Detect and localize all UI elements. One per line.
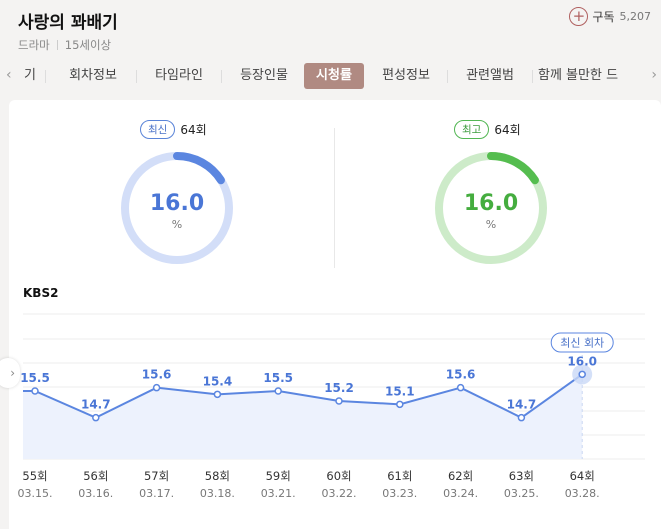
subscribe-button[interactable]: + 구독 5,207 xyxy=(569,7,651,26)
latest-rating-unit: % xyxy=(171,218,183,231)
highest-rating-label: 최고 64회 xyxy=(454,120,521,139)
latest-badge: 최신 xyxy=(140,120,176,139)
tab-partial[interactable]: 기 xyxy=(24,68,36,83)
x-date-label: 03.23. xyxy=(382,487,417,500)
tab-divider xyxy=(45,70,46,83)
x-date-label: 03.18. xyxy=(200,487,235,500)
data-label: 15.6 xyxy=(446,368,476,382)
data-label: 15.4 xyxy=(203,374,233,388)
program-header: 사랑의 꽈배기 드라마 15세이상 + 구독 5,207 xyxy=(0,0,661,60)
data-point xyxy=(31,387,39,395)
data-point xyxy=(335,397,343,405)
x-tick-label: 63회 xyxy=(509,469,534,483)
gauge-divider xyxy=(334,128,335,268)
tab-scroll-left-icon[interactable]: ‹ xyxy=(6,67,12,83)
data-label: 14.7 xyxy=(81,398,111,412)
latest-rating-gauge xyxy=(121,152,233,264)
tab-timeline[interactable]: 타임라인 xyxy=(155,68,203,83)
tab-divider xyxy=(136,70,137,83)
chart-scroll-icon[interactable]: › xyxy=(0,358,20,388)
data-point xyxy=(213,390,222,399)
ratings-line-chart: 15.5 55회 03.15. 14.7 56회 03.16. 15.6 57회 03.17. 1… xyxy=(18,313,645,500)
area-fill xyxy=(23,374,583,459)
gauge-arc xyxy=(121,152,233,264)
x-date-label: 03.25. xyxy=(504,487,539,500)
data-label: 14.7 xyxy=(507,398,537,412)
x-date-label: 03.28. xyxy=(565,487,600,500)
latest-callout-label: 최신 회차 xyxy=(560,337,604,350)
x-tick-label: 55회 xyxy=(22,469,47,483)
data-point xyxy=(152,383,161,392)
tab-scroll-right-icon[interactable]: › xyxy=(651,67,657,83)
data-label: 15.5 xyxy=(20,371,50,385)
tab-divider xyxy=(221,70,222,83)
x-tick-label: 57회 xyxy=(144,469,169,483)
tab-recommended-dramas[interactable]: 함께 볼만한 드 xyxy=(538,68,619,83)
program-tab-bar: ‹ 기 회차정보 타임라인 등장인물 시청률 편성정보 관련앨범 함께 볼만한 … xyxy=(0,60,661,92)
gauge-arc xyxy=(435,152,547,264)
tab-related-album[interactable]: 관련앨범 xyxy=(466,68,514,83)
highest-rating-gauge xyxy=(435,152,547,264)
station-label: KBS2 xyxy=(23,286,59,300)
latest-episode: 64회 xyxy=(180,123,207,137)
x-date-label: 03.22. xyxy=(322,487,357,500)
meta-divider xyxy=(56,40,58,50)
data-point xyxy=(517,413,526,422)
data-label: 15.6 xyxy=(142,368,172,382)
data-label: 15.5 xyxy=(263,371,293,385)
highest-episode: 64회 xyxy=(494,123,521,137)
tab-schedule[interactable]: 편성정보 xyxy=(382,68,430,83)
subscriber-count: 5,207 xyxy=(619,10,652,23)
data-point xyxy=(578,370,586,379)
age-rating-label: 15세이상 xyxy=(64,38,112,52)
x-date-label: 03.16. xyxy=(78,487,113,500)
x-date-label: 03.24. xyxy=(443,487,478,500)
x-date-label: 03.17. xyxy=(139,487,174,500)
data-label: 16.0 xyxy=(567,354,597,368)
highest-badge: 최고 xyxy=(454,120,490,139)
x-tick-label: 60회 xyxy=(326,469,351,483)
highest-rating-value: 16.0 xyxy=(463,191,519,216)
genre-label: 드라마 xyxy=(18,38,50,52)
program-title: 사랑의 꽈배기 xyxy=(18,13,118,33)
data-point xyxy=(92,413,100,422)
latest-rating-label: 최신 64회 xyxy=(140,120,207,139)
x-tick-label: 61회 xyxy=(387,469,412,483)
data-point xyxy=(396,400,404,409)
highest-rating-unit: % xyxy=(485,218,497,231)
x-tick-label: 56회 xyxy=(83,469,108,483)
latest-callout xyxy=(550,332,614,353)
data-label: 15.1 xyxy=(385,384,415,398)
ratings-card: 최신 64회 최고 64회 16.0 % 16.0 % KBS2 15.5 55회… xyxy=(0,100,661,529)
tab-characters[interactable]: 등장인물 xyxy=(240,68,288,83)
tab-divider xyxy=(532,70,533,83)
x-date-label: 03.21. xyxy=(261,487,296,500)
data-point xyxy=(456,383,465,392)
tab-divider xyxy=(447,70,448,83)
x-date-label: 03.15. xyxy=(18,487,53,500)
latest-rating-value: 16.0 xyxy=(149,191,205,216)
tab-ratings[interactable]: 시청률 xyxy=(304,63,364,89)
x-tick-label: 58회 xyxy=(205,469,230,483)
data-point xyxy=(274,387,282,395)
x-tick-label: 62회 xyxy=(448,469,473,483)
data-label: 15.2 xyxy=(324,381,354,395)
program-meta: 드라마 15세이상 xyxy=(18,37,111,53)
x-tick-label: 59회 xyxy=(266,469,291,483)
plus-icon: + xyxy=(569,7,589,26)
tab-episode-info[interactable]: 회차정보 xyxy=(69,68,117,83)
x-tick-label: 64회 xyxy=(570,469,595,483)
subscribe-label: 구독 xyxy=(592,10,615,24)
